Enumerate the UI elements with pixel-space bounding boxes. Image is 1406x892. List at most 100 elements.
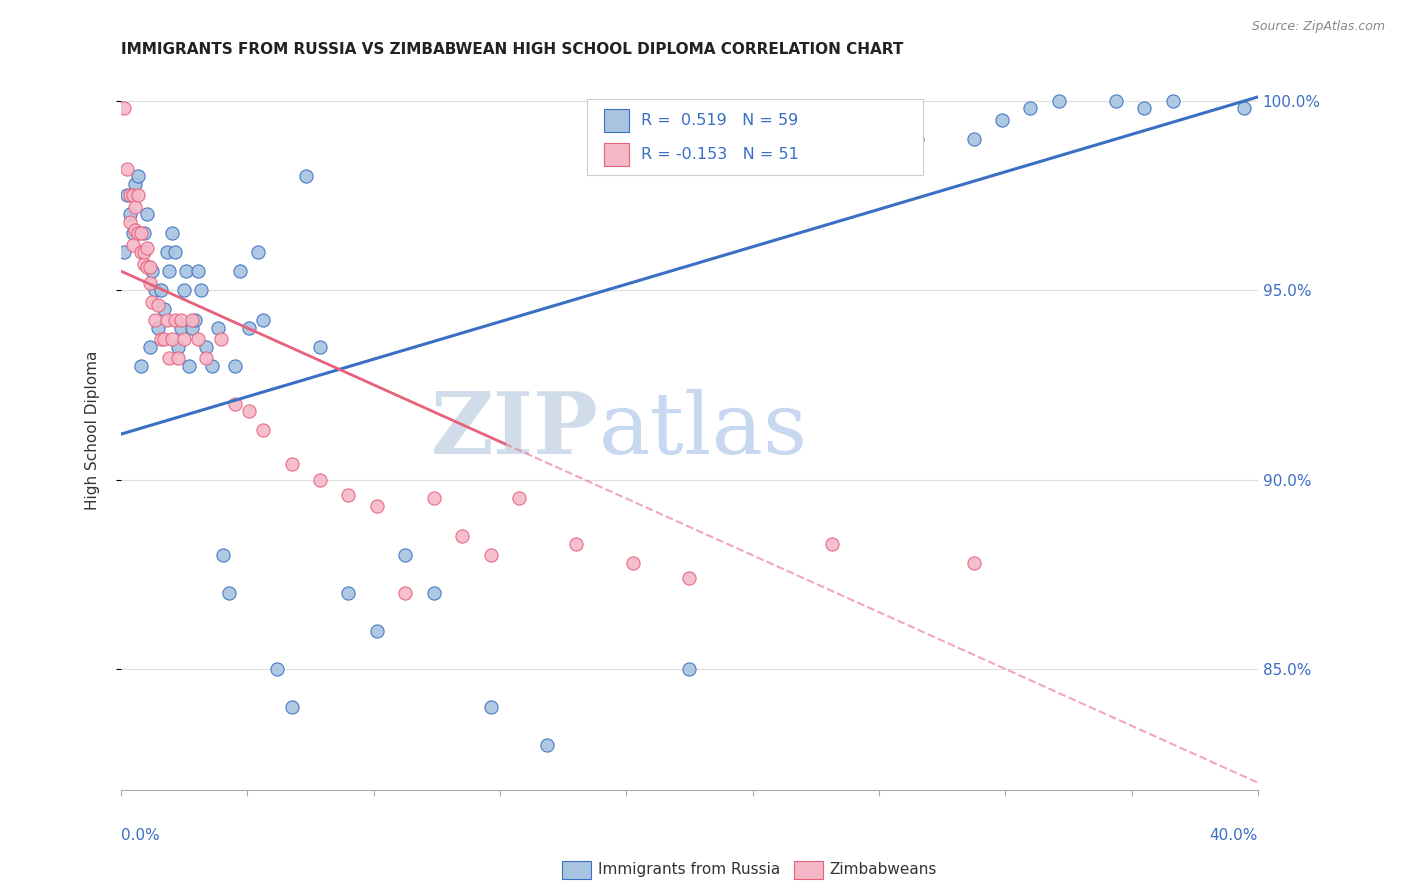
Point	[309, 473, 332, 487]
Point	[195, 340, 218, 354]
Point	[238, 404, 260, 418]
Point	[152, 332, 174, 346]
Point	[1047, 94, 1070, 108]
Point	[187, 264, 209, 278]
Point	[141, 294, 163, 309]
Point	[224, 359, 246, 373]
Point	[127, 169, 149, 184]
Point	[127, 227, 149, 241]
Point	[252, 423, 274, 437]
Point	[135, 242, 157, 256]
Point	[129, 245, 152, 260]
Point	[295, 169, 318, 184]
Point	[621, 556, 644, 570]
Point	[280, 458, 302, 472]
Point	[152, 302, 174, 317]
Point	[167, 351, 190, 366]
Point	[138, 276, 160, 290]
Point	[162, 227, 184, 241]
Point	[135, 260, 157, 275]
FancyBboxPatch shape	[588, 99, 922, 175]
Point	[394, 549, 416, 563]
Point	[212, 549, 235, 563]
Text: R =  0.519   N = 59: R = 0.519 N = 59	[641, 113, 797, 128]
Point	[118, 188, 141, 202]
Point	[366, 499, 388, 513]
Point	[124, 222, 146, 236]
Point	[218, 586, 240, 600]
Point	[678, 571, 700, 585]
Point	[138, 260, 160, 275]
Point	[820, 537, 842, 551]
FancyBboxPatch shape	[605, 110, 630, 132]
Point	[112, 245, 135, 260]
Point	[149, 332, 172, 346]
Point	[121, 188, 143, 202]
Point	[1161, 94, 1184, 108]
Point	[195, 351, 218, 366]
Point	[337, 488, 360, 502]
Point	[565, 537, 588, 551]
Point	[479, 549, 502, 563]
Text: IMMIGRANTS FROM RUSSIA VS ZIMBABWEAN HIGH SCHOOL DIPLOMA CORRELATION CHART: IMMIGRANTS FROM RUSSIA VS ZIMBABWEAN HIG…	[121, 42, 904, 57]
Point	[173, 283, 195, 297]
Point	[155, 313, 177, 327]
Point	[146, 298, 169, 312]
Text: 40.0%: 40.0%	[1209, 828, 1258, 843]
Point	[159, 264, 181, 278]
Point	[165, 313, 187, 327]
Point	[121, 237, 143, 252]
Point	[190, 283, 212, 297]
Point	[536, 738, 558, 752]
Text: R = -0.153   N = 51: R = -0.153 N = 51	[641, 147, 799, 162]
Point	[422, 491, 444, 506]
Point	[138, 340, 160, 354]
Point	[132, 245, 155, 260]
Point	[141, 264, 163, 278]
Point	[167, 340, 190, 354]
Point	[422, 586, 444, 600]
Point	[678, 662, 700, 676]
Point	[905, 131, 928, 145]
Point	[129, 359, 152, 373]
Point	[224, 397, 246, 411]
Text: Source: ZipAtlas.com: Source: ZipAtlas.com	[1251, 20, 1385, 33]
Point	[479, 699, 502, 714]
Point	[176, 264, 198, 278]
Point	[1019, 101, 1042, 115]
Point	[201, 359, 224, 373]
Point	[187, 332, 209, 346]
Point	[149, 283, 172, 297]
Point	[238, 321, 260, 335]
Text: ZIP: ZIP	[430, 388, 599, 472]
Point	[207, 321, 229, 335]
Point	[118, 215, 141, 229]
Point	[252, 313, 274, 327]
Point	[963, 131, 986, 145]
Point	[820, 151, 842, 165]
Point	[132, 227, 155, 241]
Point	[1133, 101, 1156, 115]
Point	[991, 112, 1014, 127]
Point	[129, 227, 152, 241]
Point	[184, 313, 207, 327]
Point	[165, 245, 187, 260]
Text: Zimbabweans: Zimbabweans	[830, 863, 936, 877]
Point	[162, 332, 184, 346]
Point	[337, 586, 360, 600]
Point	[143, 283, 166, 297]
Point	[181, 321, 204, 335]
Point	[124, 177, 146, 191]
Point	[451, 529, 474, 543]
Point	[115, 188, 138, 202]
Point	[127, 188, 149, 202]
Point	[112, 101, 135, 115]
Y-axis label: High School Diploma: High School Diploma	[86, 351, 100, 510]
Point	[173, 332, 195, 346]
Point	[1233, 101, 1256, 115]
Text: atlas: atlas	[599, 389, 807, 472]
Point	[155, 245, 177, 260]
Point	[170, 313, 193, 327]
Point	[159, 351, 181, 366]
Point	[115, 161, 138, 176]
